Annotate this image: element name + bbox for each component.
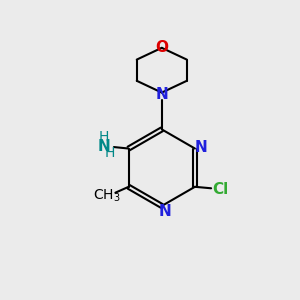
- Text: N: N: [195, 140, 208, 154]
- Text: H: H: [98, 130, 109, 144]
- Text: Cl: Cl: [212, 182, 228, 197]
- Text: CH$_3$: CH$_3$: [93, 188, 120, 204]
- Text: N: N: [158, 204, 171, 219]
- Text: H: H: [105, 146, 115, 160]
- Text: O: O: [155, 40, 168, 55]
- Text: N: N: [155, 87, 168, 102]
- Text: N: N: [97, 139, 110, 154]
